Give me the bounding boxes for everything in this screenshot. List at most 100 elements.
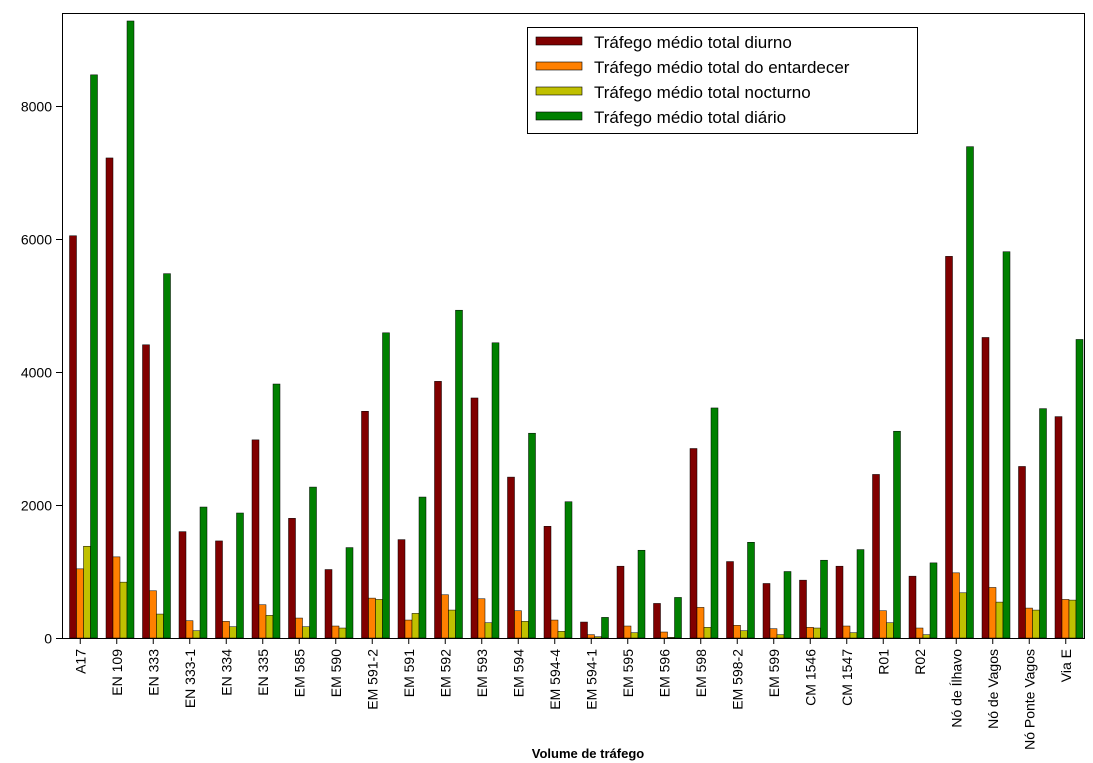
bar-1-22 xyxy=(835,565,844,639)
bar-2-16 xyxy=(623,625,632,639)
bar-2-12 xyxy=(477,598,486,639)
bar-4-21 xyxy=(820,559,828,639)
x-tick-label: CM 1547 xyxy=(839,649,855,706)
bar-4-14 xyxy=(564,501,573,639)
bar-4-10 xyxy=(418,496,427,639)
bar-1-16 xyxy=(616,565,625,639)
legend: Tráfego médio total diurno Tráfego médio… xyxy=(527,27,918,134)
bar-3-2 xyxy=(119,581,128,639)
legend-label-diario: Tráfego médio total diário xyxy=(594,108,786,127)
bar-2-2 xyxy=(112,556,121,639)
x-tick-label: EM 585 xyxy=(291,649,307,697)
bar-4-25 xyxy=(966,146,974,639)
bar-1-6 xyxy=(251,439,260,639)
bar-2-3 xyxy=(149,590,157,639)
bar-2-18 xyxy=(696,607,705,639)
bar-1-21 xyxy=(799,579,807,639)
legend-label-entardecer: Tráfego médio total do entardecer xyxy=(594,58,850,77)
x-tick-label: Nó Ponte Vagos xyxy=(1021,649,1037,750)
bar-1-25 xyxy=(945,256,953,639)
bar-4-17 xyxy=(674,597,682,639)
bar-3-20 xyxy=(776,634,785,639)
bar-1-23 xyxy=(872,474,880,639)
x-tick-label: EM 598-2 xyxy=(729,649,745,710)
bar-3-24 xyxy=(922,634,931,639)
bar-1-8 xyxy=(324,569,333,639)
bar-3-17 xyxy=(667,637,675,639)
bar-1-27 xyxy=(1018,466,1026,639)
x-tick-label: EN 333 xyxy=(145,649,161,696)
bar-4-6 xyxy=(272,383,281,639)
bar-3-11 xyxy=(448,609,456,639)
bar-1-17 xyxy=(653,603,661,639)
bar-3-14 xyxy=(557,631,566,639)
x-tick-label: CM 1546 xyxy=(802,649,818,706)
bar-3-6 xyxy=(265,615,274,639)
y-tick-label: 0 xyxy=(44,631,52,647)
y-axis: 0 2000 4000 6000 8000 xyxy=(21,99,62,647)
bar-3-5 xyxy=(229,626,237,639)
bar-3-27 xyxy=(1032,609,1040,639)
bar-2-13 xyxy=(514,610,522,639)
x-tick-label: EN 109 xyxy=(109,649,125,696)
bar-3-22 xyxy=(849,632,858,639)
bar-4-12 xyxy=(491,342,500,639)
bar-3-8 xyxy=(338,627,347,639)
bar-4-11 xyxy=(455,309,463,639)
bar-3-9 xyxy=(375,599,383,639)
bar-4-19 xyxy=(747,542,755,639)
x-tick-label: R01 xyxy=(875,649,891,675)
x-tick-label: EM 598 xyxy=(693,649,709,697)
bar-3-3 xyxy=(156,613,164,639)
legend-swatch-entardecer xyxy=(535,61,583,71)
x-tick-label: Nó de Ílhavo xyxy=(948,649,964,728)
bar-3-21 xyxy=(813,627,821,639)
legend-label-nocturno: Tráfego médio total nocturno xyxy=(594,83,811,102)
bar-2-22 xyxy=(842,625,851,639)
bar-1-13 xyxy=(507,476,515,639)
x-tick-label: Nó de Vagos xyxy=(985,649,1001,729)
bar-4-8 xyxy=(345,547,354,639)
x-tick-label: EM 596 xyxy=(656,649,672,697)
x-tick-label: EM 594-4 xyxy=(547,649,563,710)
bar-1-19 xyxy=(726,561,734,639)
bar-1-10 xyxy=(397,539,406,639)
bar-2-24 xyxy=(915,627,924,639)
bar-2-10 xyxy=(404,619,413,639)
bar-1-12 xyxy=(470,397,479,639)
bar-4-5 xyxy=(236,512,244,639)
bar-4-13 xyxy=(528,432,536,639)
bar-4-15 xyxy=(601,617,609,639)
bar-1-2 xyxy=(105,157,114,639)
bar-1-1 xyxy=(69,235,77,639)
bar-4-3 xyxy=(163,273,171,639)
bar-1-18 xyxy=(689,448,698,639)
bar-4-28 xyxy=(1075,339,1084,639)
y-tick-label: 4000 xyxy=(21,365,52,381)
bar-2-26 xyxy=(988,587,997,639)
bar-2-21 xyxy=(806,627,814,639)
bar-3-25 xyxy=(959,592,967,639)
bar-2-19 xyxy=(733,625,741,639)
bar-3-15 xyxy=(594,636,602,639)
bar-4-24 xyxy=(929,562,938,639)
x-tick-label: EM 594 xyxy=(510,649,526,697)
y-tick-label: 6000 xyxy=(21,232,52,248)
bar-2-14 xyxy=(550,619,559,639)
bar-2-27 xyxy=(1025,607,1033,639)
bar-4-20 xyxy=(783,571,792,639)
bar-2-5 xyxy=(222,621,230,639)
bar-3-7 xyxy=(302,626,310,639)
bar-3-26 xyxy=(995,601,1004,639)
legend-label-diurno: Tráfego médio total diurno xyxy=(594,33,792,52)
x-tick-label: EM 591 xyxy=(401,649,417,697)
bar-3-1 xyxy=(83,545,91,639)
bar-3-4 xyxy=(192,630,201,639)
bar-2-17 xyxy=(660,631,668,639)
x-tick-label: EM 590 xyxy=(328,649,344,697)
x-tick-label: Via E xyxy=(1058,649,1074,682)
x-tick-label: EM 592 xyxy=(437,649,453,697)
bar-3-19 xyxy=(740,630,748,639)
x-tick-label: EN 333-1 xyxy=(182,649,198,708)
